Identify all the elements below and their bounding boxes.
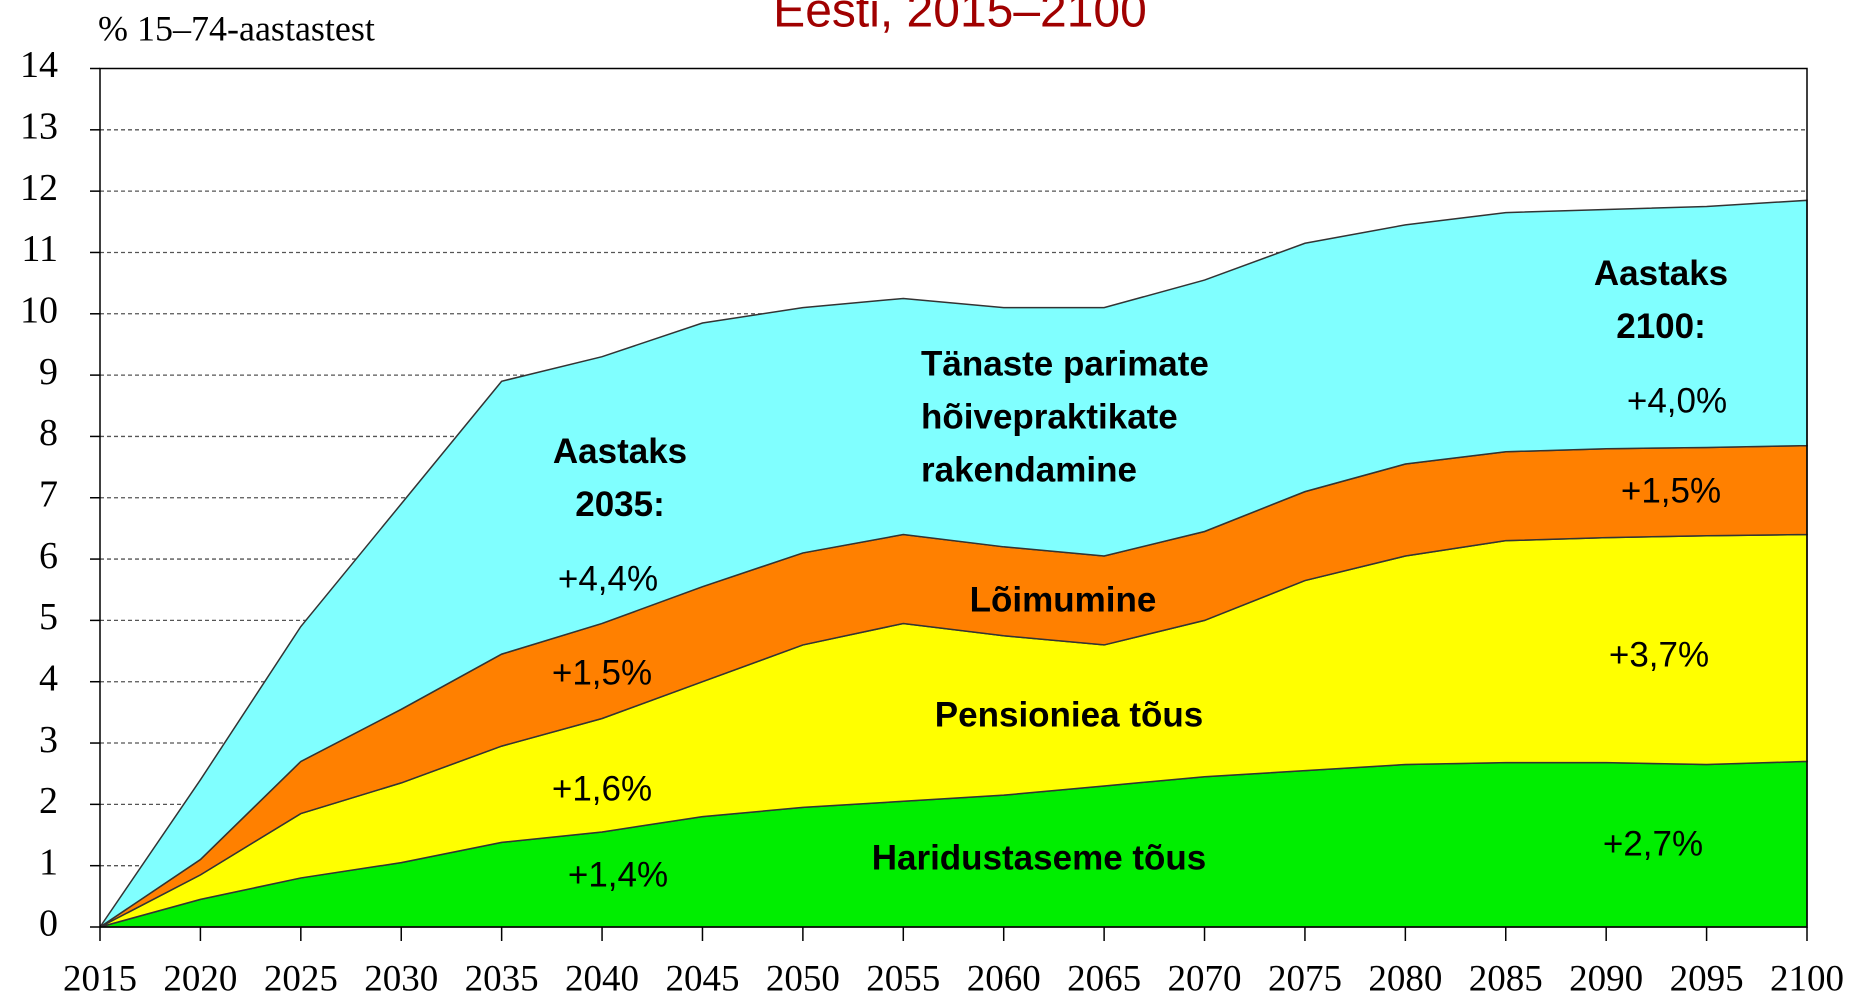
plot-frame — [99, 67, 1808, 928]
x-tick-label: 2035 — [465, 958, 539, 999]
x-tick-label: 2015 — [63, 958, 137, 999]
x-tick-label: 2095 — [1670, 958, 1744, 999]
y-tick-label: 14 — [20, 44, 58, 86]
series-label: Pensioniea tõus — [934, 695, 1204, 735]
y-tick-label: 7 — [39, 473, 58, 515]
x-tick-label: 2065 — [1067, 958, 1141, 999]
x-tick-label: 2030 — [364, 958, 438, 999]
annotation: +1,5% — [551, 653, 653, 693]
annotation: +2,7% — [1602, 824, 1704, 864]
x-tick-label: 2070 — [1168, 958, 1242, 999]
y-tick-label: 6 — [39, 535, 58, 577]
y-tick-label: 1 — [39, 841, 58, 883]
x-tick-label: 2090 — [1569, 958, 1643, 999]
y-tick-label: 2 — [39, 780, 58, 822]
series-label: Haridustaseme tõus — [871, 838, 1207, 878]
y-tick-label: 11 — [21, 228, 58, 270]
y-tick-label: 0 — [39, 903, 58, 945]
x-tick-label: 2040 — [565, 958, 639, 999]
x-tick-label: 2055 — [866, 958, 940, 999]
y-tick-label: 10 — [20, 290, 58, 332]
x-tick-label: 2100 — [1770, 958, 1844, 999]
x-tick-label: 2045 — [665, 958, 739, 999]
x-tick-label: 2080 — [1368, 958, 1442, 999]
x-tick-label: 2050 — [766, 958, 840, 999]
y-tick-label: 5 — [39, 596, 58, 638]
annotation: +3,7% — [1608, 635, 1710, 675]
annotation: +1,5% — [1620, 471, 1722, 511]
series-label: Lõimumine — [969, 580, 1157, 620]
y-tick-label: 3 — [39, 719, 58, 761]
annotation: Aastaks 2100: — [1593, 254, 1729, 346]
x-tick-label: 2060 — [967, 958, 1041, 999]
y-tick-label: 8 — [39, 412, 58, 454]
x-tick-label: 2085 — [1469, 958, 1543, 999]
annotation: +4,0% — [1626, 381, 1728, 421]
y-axis-label: % 15–74-aastastest — [98, 8, 375, 48]
x-tick-label: 2075 — [1268, 958, 1342, 999]
y-tick-label: 12 — [20, 167, 58, 209]
series-label: Tänaste parimate hõivepraktikate rakenda… — [921, 344, 1209, 490]
x-tick-label: 2025 — [264, 958, 338, 999]
annotation: +1,6% — [551, 769, 653, 809]
chart-title: Eesti, 2015–2100 — [773, 0, 1147, 38]
annotation: +4,4% — [557, 559, 659, 599]
annotation: Aastaks 2035: — [552, 432, 688, 524]
y-tick-label: 9 — [39, 351, 58, 393]
annotation: +1,4% — [567, 855, 669, 895]
y-tick-label: 13 — [20, 106, 58, 148]
x-tick-label: 2020 — [163, 958, 237, 999]
y-tick-label: 4 — [39, 657, 58, 699]
